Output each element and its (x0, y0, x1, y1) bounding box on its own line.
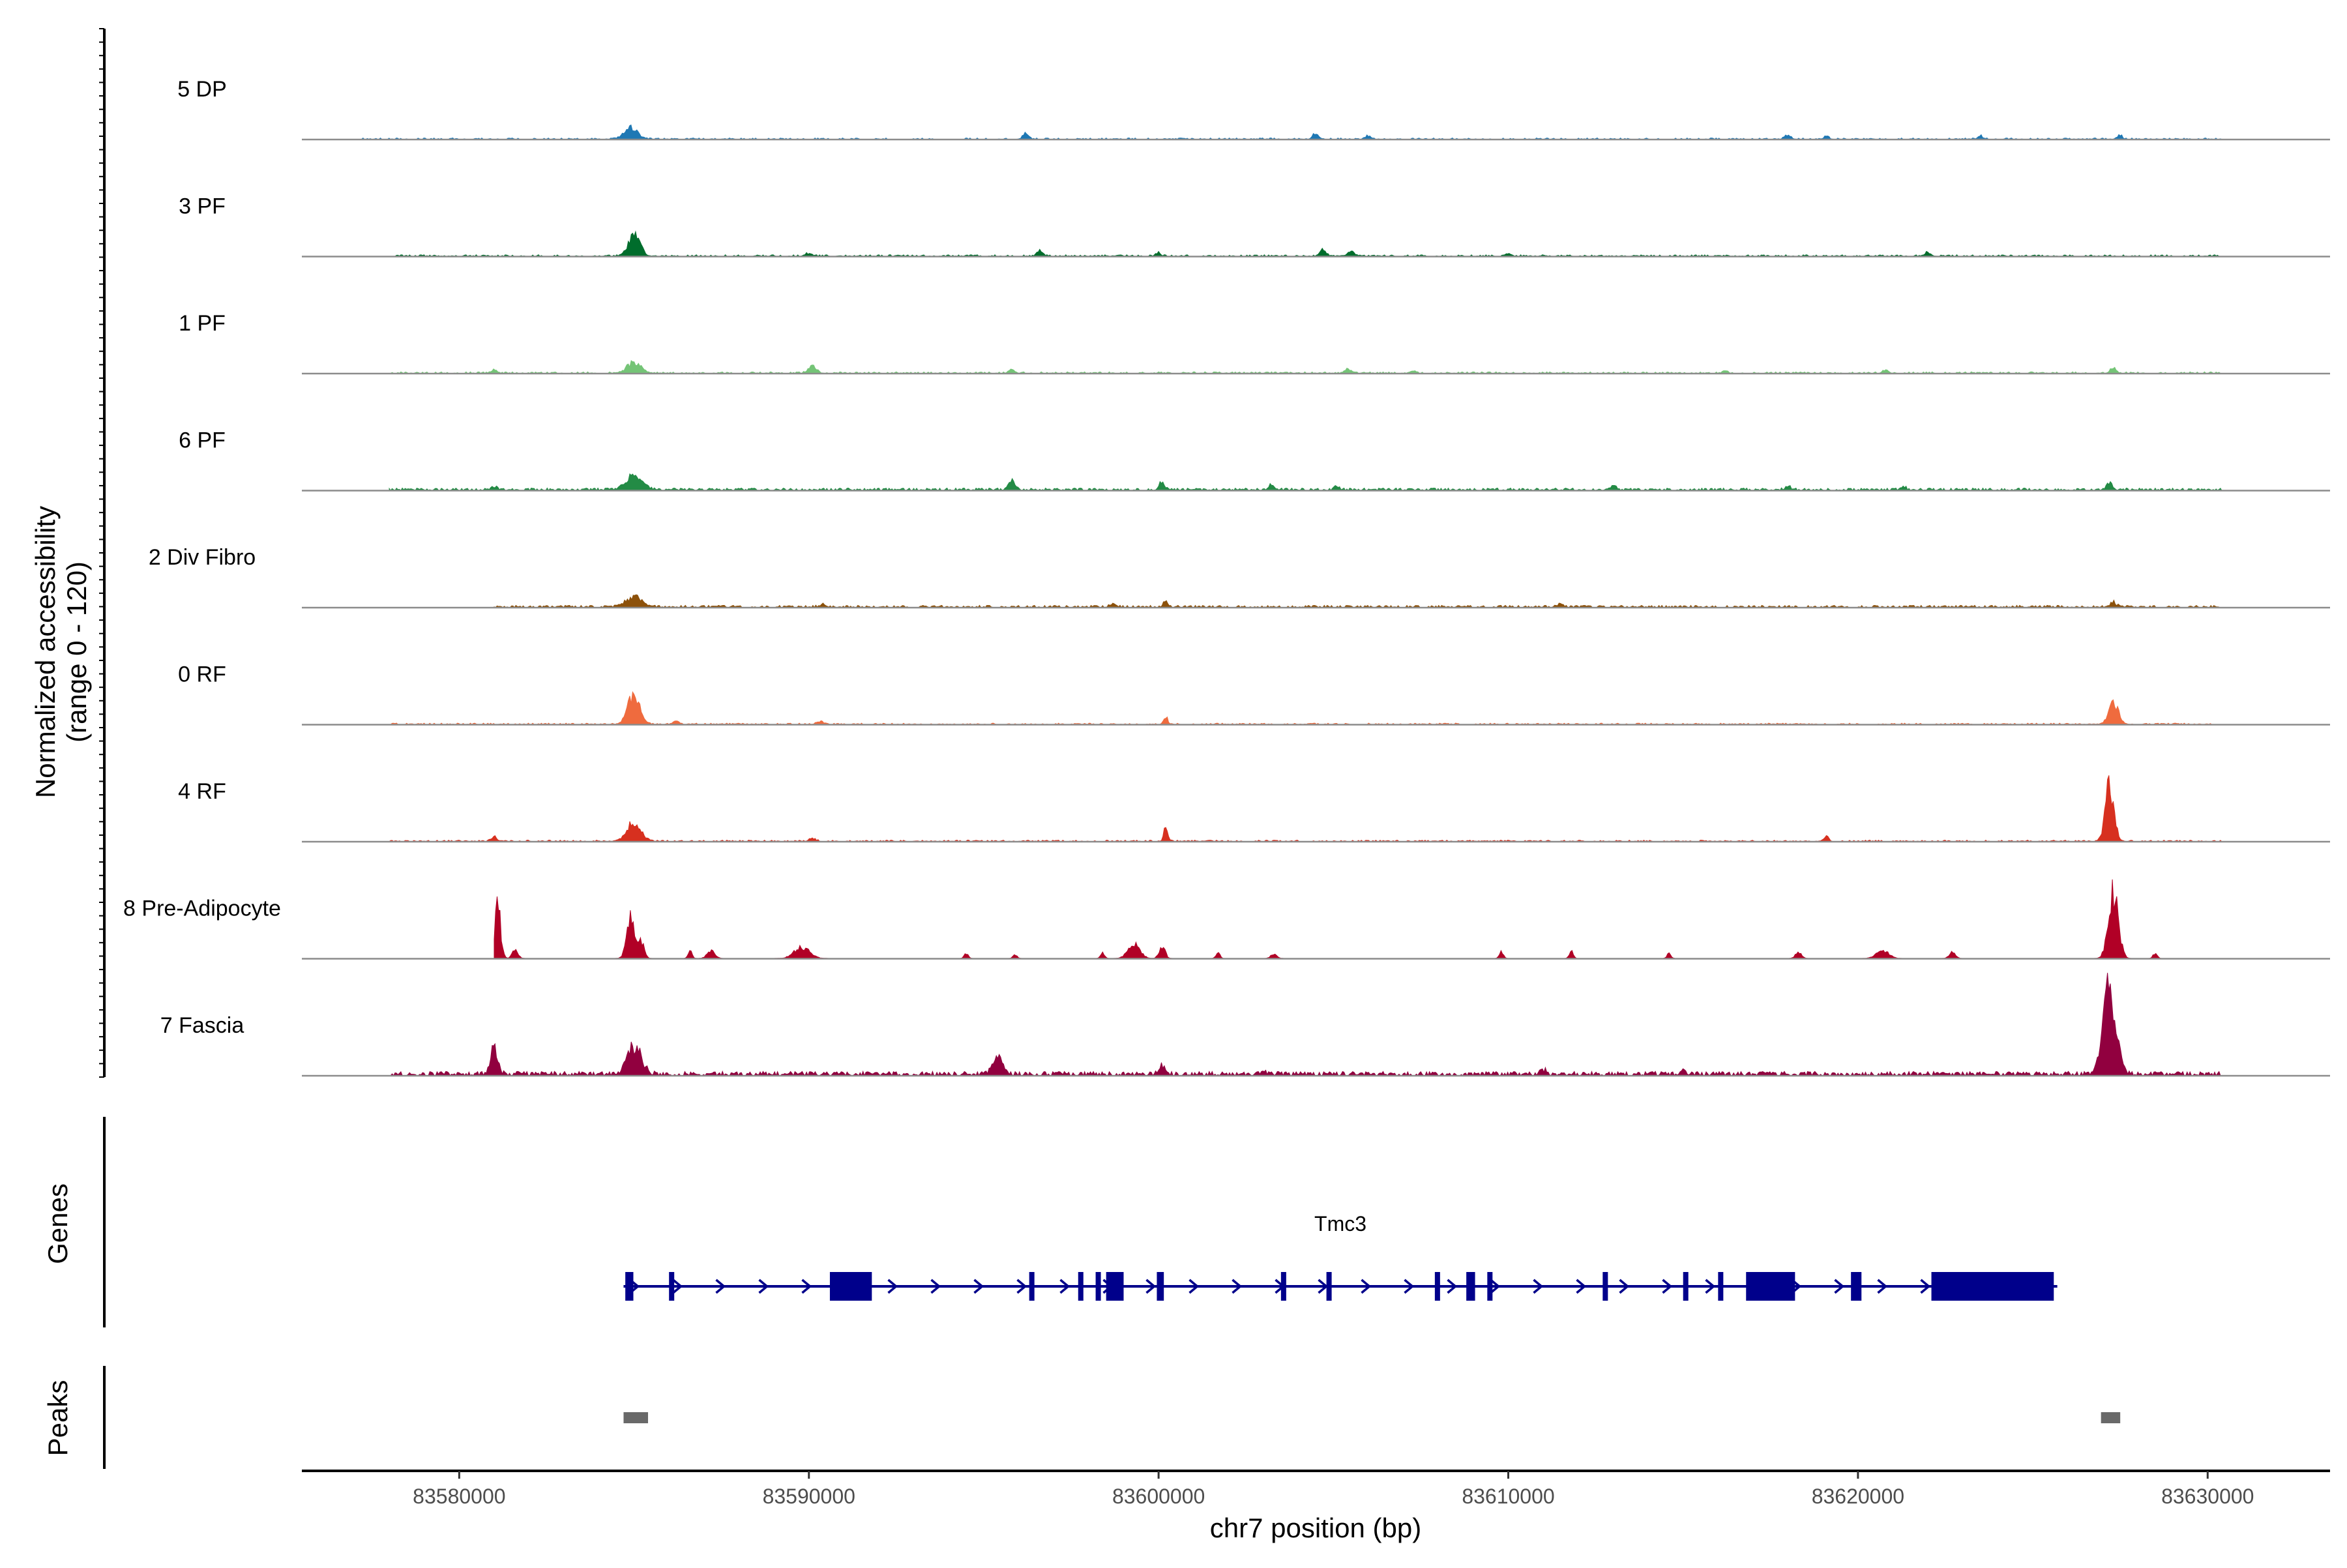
track-label: 0 RF (178, 662, 226, 687)
x-tick-label: 83600000 (1112, 1485, 1205, 1508)
gene-exon (625, 1272, 634, 1301)
gene-exon (1931, 1272, 2054, 1301)
peaks-panel: Peaks (42, 1366, 2121, 1469)
accessibility-tracks: 5 DP 3 PF 1 PF 6 PF 2 Div Fibro 0 RF 4 RF 8 Pre… (123, 77, 2330, 1077)
coverage-area (389, 360, 2222, 374)
coverage-area (389, 230, 2222, 257)
strand-arrow (1705, 1279, 1716, 1294)
strand-arrow (1447, 1279, 1458, 1294)
track-label: 2 Div Fibro (149, 545, 256, 570)
coverage-area (354, 124, 2222, 140)
genes-panel: Genes Tmc3 (42, 1117, 2058, 1327)
coverage-area (389, 973, 2222, 1076)
strand-arrow (1576, 1279, 1587, 1294)
gene-exon (1851, 1272, 1862, 1301)
gene-exon (1434, 1272, 1440, 1301)
x-axis-title: chr7 position (bp) (1210, 1513, 1422, 1543)
gene-exon (669, 1272, 675, 1301)
y-axis-range: (range 0 - 120) (61, 561, 92, 743)
gene-exon (1078, 1272, 1084, 1301)
gene-exon (1280, 1272, 1286, 1301)
strand-arrow (1619, 1279, 1630, 1294)
strand-arrow (1361, 1279, 1372, 1294)
peaks-panel-label: Peaks (42, 1380, 73, 1457)
strand-arrow (1188, 1279, 1200, 1294)
strand-arrow (1662, 1279, 1673, 1294)
track-label: 6 PF (179, 428, 226, 453)
track-label: 5 DP (177, 77, 227, 102)
strand-arrow (758, 1279, 769, 1294)
strand-arrow (801, 1279, 812, 1294)
y-axis-title: Normalized accessibility (30, 506, 61, 798)
strand-arrow (1834, 1279, 1845, 1294)
strand-arrow (887, 1279, 898, 1294)
strand-arrow (1318, 1279, 1329, 1294)
strand-arrow (715, 1279, 726, 1294)
strand-arrow (1920, 1279, 1931, 1294)
gene-exon (1157, 1272, 1164, 1301)
strand-arrow (1145, 1279, 1157, 1294)
x-tick-label: 83580000 (413, 1485, 505, 1508)
gene-exon (1029, 1272, 1035, 1301)
x-tick-label: 83610000 (1462, 1485, 1554, 1508)
peak-region (2101, 1412, 2121, 1423)
strand-arrow (973, 1279, 984, 1294)
x-tick-label: 83590000 (763, 1485, 855, 1508)
gene-exon (1326, 1272, 1332, 1301)
x-tick-label: 83630000 (2161, 1485, 2254, 1508)
gene-exon (1718, 1272, 1724, 1301)
peak-region (623, 1412, 649, 1423)
coverage-area (494, 594, 2222, 608)
strand-arrow (1533, 1279, 1544, 1294)
strand-arrow (1404, 1279, 1415, 1294)
track-2: 3 PF (179, 194, 2330, 258)
coverage-area (388, 775, 2223, 842)
track-label: 1 PF (179, 311, 226, 336)
gene-exon (1487, 1272, 1493, 1301)
track-label: 8 Pre-Adipocyte (123, 896, 281, 921)
track-label: 4 RF (178, 779, 226, 804)
track-8: 8 Pre-Adipocyte (123, 879, 2330, 960)
gene-name-label: Tmc3 (1314, 1212, 1366, 1235)
track-3: 1 PF (179, 311, 2330, 375)
track-label: 3 PF (179, 194, 226, 219)
track-6: 0 RF (178, 662, 2330, 726)
strand-arrow (930, 1279, 941, 1294)
x-axis: chr7 position (bp) 83580000 83590000 83600… (302, 1470, 2330, 1543)
gene-exon (1683, 1272, 1689, 1301)
gene-exon (829, 1272, 872, 1301)
gene-exon (1746, 1272, 1795, 1301)
strand-arrow (672, 1279, 683, 1294)
coverage-area (389, 691, 2222, 725)
strand-arrow (1232, 1279, 1243, 1294)
accessibility-y-axis (99, 28, 106, 1078)
gene-exon (1106, 1272, 1124, 1301)
track-9: 7 Fascia (160, 973, 2330, 1077)
track-7: 4 RF (178, 775, 2330, 843)
genes-panel-label: Genes (42, 1183, 73, 1264)
gene-exon (1095, 1272, 1101, 1301)
strand-arrow (1877, 1279, 1888, 1294)
track-1: 5 DP (177, 77, 2330, 141)
strand-arrow (1490, 1279, 1501, 1294)
track-5: 2 Div Fibro (149, 545, 2330, 609)
track-4: 6 PF (179, 428, 2330, 492)
x-tick-label: 83620000 (1812, 1485, 1904, 1508)
strand-arrow (1016, 1279, 1027, 1294)
strand-arrow (1059, 1279, 1070, 1294)
gene-exon (1602, 1272, 1608, 1301)
gene-tmc3: Tmc3 (623, 1212, 2058, 1301)
track-label: 7 Fascia (160, 1013, 244, 1038)
gene-exon (1466, 1272, 1475, 1301)
coverage-area (494, 879, 2222, 959)
coverage-area (389, 473, 2222, 491)
